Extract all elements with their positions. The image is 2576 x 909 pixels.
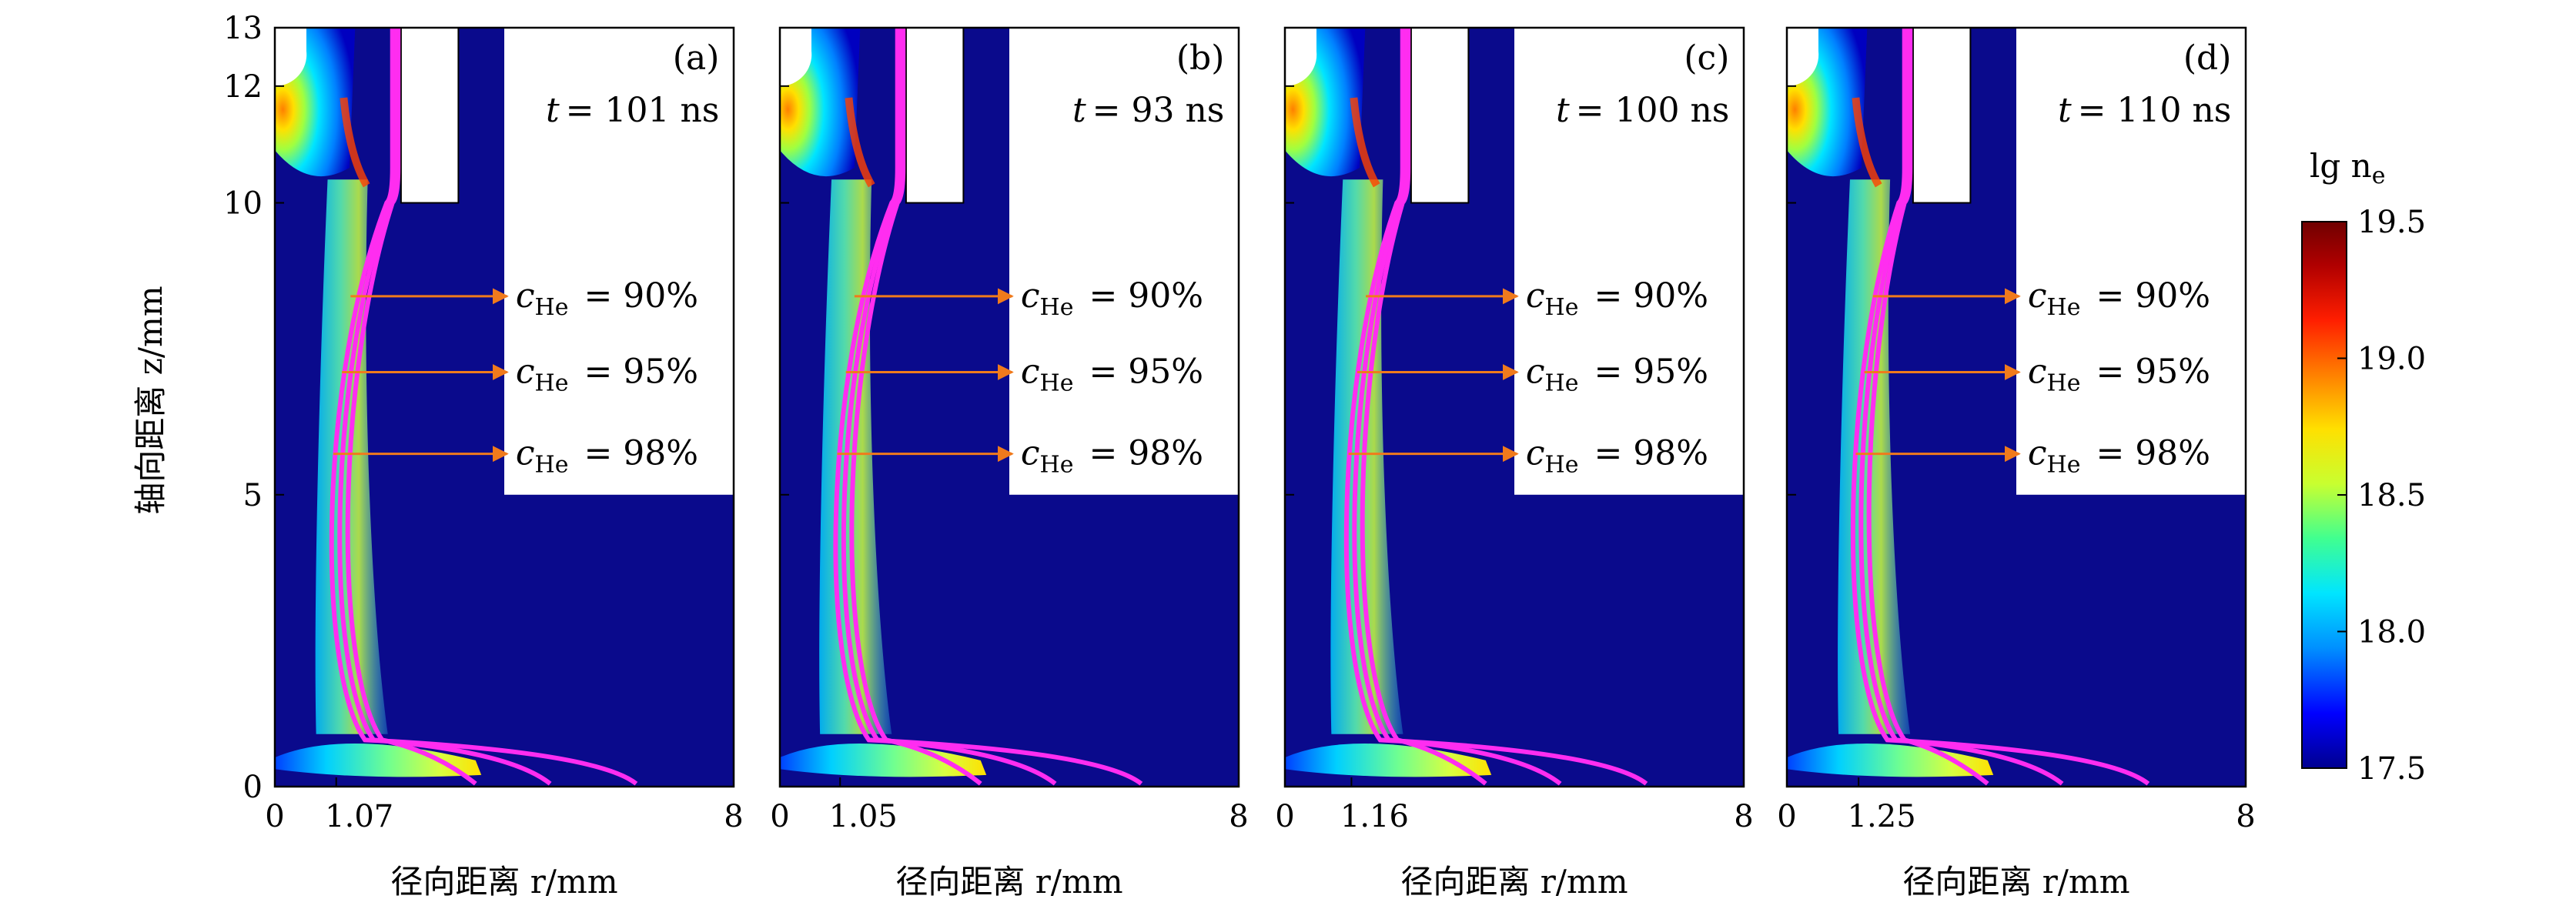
x-tick-label: 1.05 bbox=[829, 799, 898, 834]
panel-label: (a) bbox=[673, 38, 720, 78]
panels: cHe = 90% cHe = 95% cHe = 98% (a) t = 101 ns 0… bbox=[223, 11, 2256, 901]
surface-spread bbox=[1285, 744, 1492, 777]
contour-line-3 bbox=[1343, 28, 1648, 786]
colorbar-tick-label: 18.0 bbox=[2357, 615, 2426, 650]
contour-line-1 bbox=[1866, 28, 1989, 786]
annotation-region bbox=[2016, 28, 2246, 495]
contour-line-3 bbox=[833, 28, 1143, 786]
x-axis-label: 径向距离 r/mm bbox=[895, 863, 1122, 901]
x-tick-label: 0 bbox=[1275, 799, 1294, 834]
contour-label: cHe = 95% bbox=[516, 352, 698, 396]
x-tick-label: 1.25 bbox=[1848, 799, 1916, 834]
panel-label: (b) bbox=[1176, 38, 1225, 78]
contour-label: cHe = 90% bbox=[516, 276, 698, 321]
x-axis-label: 径向距离 r/mm bbox=[1400, 863, 1628, 901]
colorbar-tick-label: 19.5 bbox=[2357, 205, 2426, 240]
panel-d: cHe = 90% cHe = 95% cHe = 98% (d) t = 110 ns 0… bbox=[1777, 26, 2256, 901]
panel-frame bbox=[778, 26, 1240, 788]
channel-streak bbox=[845, 97, 875, 188]
nozzle-wall bbox=[1912, 27, 1972, 204]
x-tick-label: 0 bbox=[1777, 799, 1796, 834]
panel-a: cHe = 90% cHe = 95% cHe = 98% (a) t = 101 ns 0… bbox=[223, 11, 744, 901]
needle-electrode bbox=[780, 28, 812, 86]
annotation-region bbox=[1514, 28, 1744, 495]
colorbar: lg ne 17.5 18.0 18.5 19.0 19.5 bbox=[2301, 147, 2426, 787]
colorbar-tick-label: 17.5 bbox=[2357, 751, 2426, 787]
contour-label: cHe = 98% bbox=[1526, 434, 1708, 479]
y-tick-label: 5 bbox=[243, 478, 263, 513]
surface-spread bbox=[275, 744, 482, 777]
x-tick-label: 1.07 bbox=[325, 799, 393, 834]
panel-frame bbox=[1785, 26, 2247, 788]
panel-label: (c) bbox=[1684, 38, 1729, 78]
panel-frame bbox=[1283, 26, 1745, 788]
contour-line-1 bbox=[345, 28, 477, 786]
contour-label: cHe = 95% bbox=[1526, 352, 1708, 396]
nozzle-wall bbox=[400, 27, 460, 204]
colorbar-tick-label: 18.5 bbox=[2357, 478, 2426, 513]
time-label: t = 100 ns bbox=[1556, 91, 1729, 130]
panel-c: cHe = 90% cHe = 95% cHe = 98% (c) t = 100 ns 0… bbox=[1275, 26, 1754, 901]
contour-line-3 bbox=[1850, 28, 2150, 786]
x-tick-label: 8 bbox=[1734, 799, 1753, 834]
x-tick-label: 8 bbox=[724, 799, 743, 834]
channel-streak bbox=[1350, 97, 1380, 188]
contour-label: cHe = 90% bbox=[2028, 276, 2210, 321]
contour-label: cHe = 90% bbox=[1526, 276, 1708, 321]
colorbar-tick-label: 19.0 bbox=[2357, 342, 2426, 377]
time-label: t = 101 ns bbox=[546, 91, 719, 130]
y-axis-label: 轴向距离 z/mm bbox=[132, 286, 169, 514]
x-tick-label: 0 bbox=[265, 799, 284, 834]
contour-label: cHe = 98% bbox=[516, 434, 698, 479]
panel-frame bbox=[273, 26, 735, 788]
panel-label: (d) bbox=[2183, 38, 2232, 78]
contour-label: cHe = 90% bbox=[1021, 276, 1203, 321]
surface-spread bbox=[780, 744, 987, 777]
contour-label: cHe = 95% bbox=[2028, 352, 2210, 396]
y-tick-label: 13 bbox=[223, 11, 263, 46]
panel-b: cHe = 90% cHe = 95% cHe = 98% (b) t = 93 ns 0 1… bbox=[770, 26, 1249, 901]
x-tick-label: 8 bbox=[1229, 799, 1248, 834]
channel-streak bbox=[1852, 97, 1882, 188]
y-tick-label: 0 bbox=[243, 770, 263, 805]
x-tick-label: 1.16 bbox=[1340, 799, 1409, 834]
contour-line-2 bbox=[1858, 28, 2064, 786]
nozzle-wall bbox=[905, 27, 965, 204]
contour-label: cHe = 98% bbox=[2028, 434, 2210, 479]
contour-line-3 bbox=[329, 28, 638, 786]
contour-line-1 bbox=[849, 28, 982, 786]
x-tick-label: 0 bbox=[770, 799, 789, 834]
colorbar-label: lg ne bbox=[2310, 147, 2385, 189]
y-tick-label: 10 bbox=[223, 186, 263, 222]
annotation-region bbox=[1009, 28, 1239, 495]
nozzle-wall bbox=[1410, 27, 1470, 204]
contour-line-1 bbox=[1360, 28, 1487, 786]
needle-electrode bbox=[1787, 28, 1819, 86]
time-label: t = 110 ns bbox=[2058, 91, 2231, 130]
x-axis-label: 径向距离 r/mm bbox=[1902, 863, 2129, 901]
x-tick-label: 8 bbox=[2236, 799, 2255, 834]
time-label: t = 93 ns bbox=[1072, 91, 1224, 130]
channel-streak bbox=[340, 97, 370, 188]
y-tick-label: 12 bbox=[223, 69, 263, 105]
contour-label: cHe = 98% bbox=[1021, 434, 1203, 479]
x-axis-label: 径向距离 r/mm bbox=[390, 863, 617, 901]
needle-electrode bbox=[275, 28, 307, 86]
contour-label: cHe = 95% bbox=[1021, 352, 1203, 396]
needle-electrode bbox=[1285, 28, 1317, 86]
colorbar-ticks: 17.5 18.0 18.5 19.0 19.5 bbox=[2337, 205, 2426, 787]
annotation-region bbox=[504, 28, 734, 495]
